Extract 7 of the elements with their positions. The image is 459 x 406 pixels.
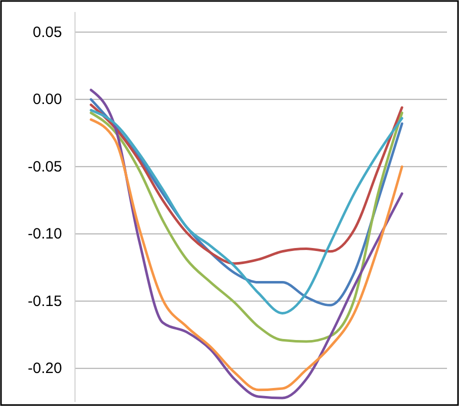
y-tick-label: -0.20 [28, 360, 62, 378]
y-tick-label: 0.00 [32, 91, 62, 108]
line-series [90, 104, 404, 265]
y-tick-label: -0.15 [28, 292, 62, 310]
y-tick-label: -0.10 [28, 226, 62, 243]
y-tick-label: 0.05 [32, 24, 62, 41]
y-tick-label: -0.05 [28, 158, 62, 176]
